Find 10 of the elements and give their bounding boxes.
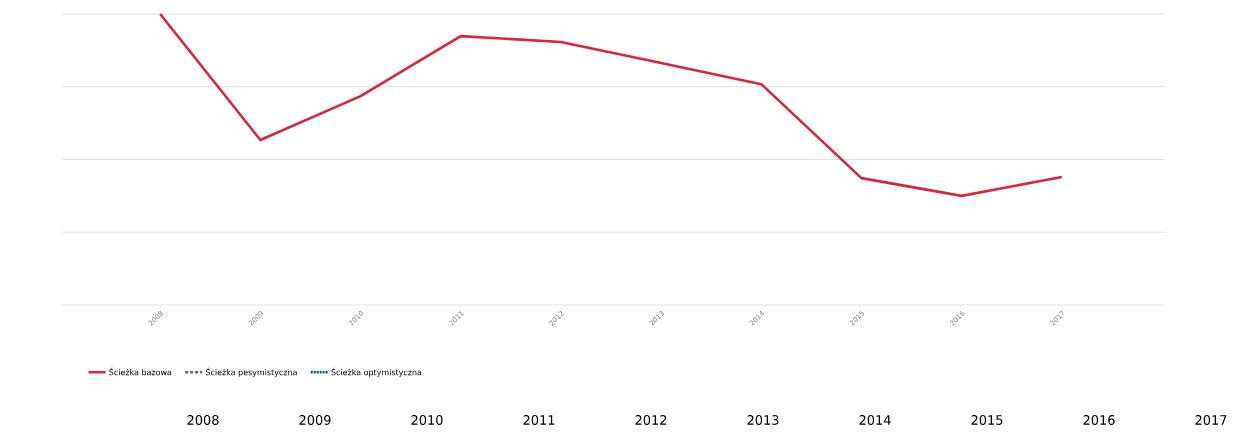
text: 2015	[971, 415, 1003, 425]
text: 2008	[187, 415, 219, 425]
text: 2014	[859, 415, 891, 425]
text: 2017	[1195, 415, 1227, 425]
text: 2010	[411, 415, 443, 425]
text: 2013	[747, 415, 779, 425]
text: 2016	[1083, 415, 1115, 425]
text: 2009	[299, 415, 331, 425]
text: 2012	[635, 415, 667, 425]
text: 2011	[523, 415, 555, 425]
